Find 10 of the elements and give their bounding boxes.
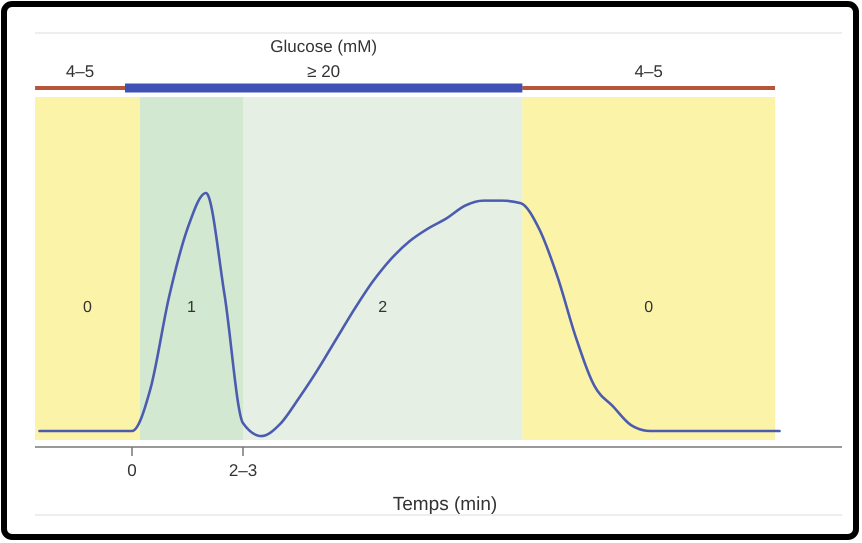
annotation: 0 <box>644 299 654 316</box>
annotation: 2 <box>378 299 388 316</box>
annotation: 0 <box>83 299 92 316</box>
text: ≥ 20 <box>307 62 340 81</box>
text: 4–5 <box>634 62 663 81</box>
text: Glucose (mM) <box>270 37 378 56</box>
x-tick-label: 2–3 <box>228 461 258 480</box>
annotation: 1 <box>187 299 196 316</box>
x-axis-title: Temps (min) <box>392 494 498 515</box>
text: 4–5 <box>66 62 94 81</box>
